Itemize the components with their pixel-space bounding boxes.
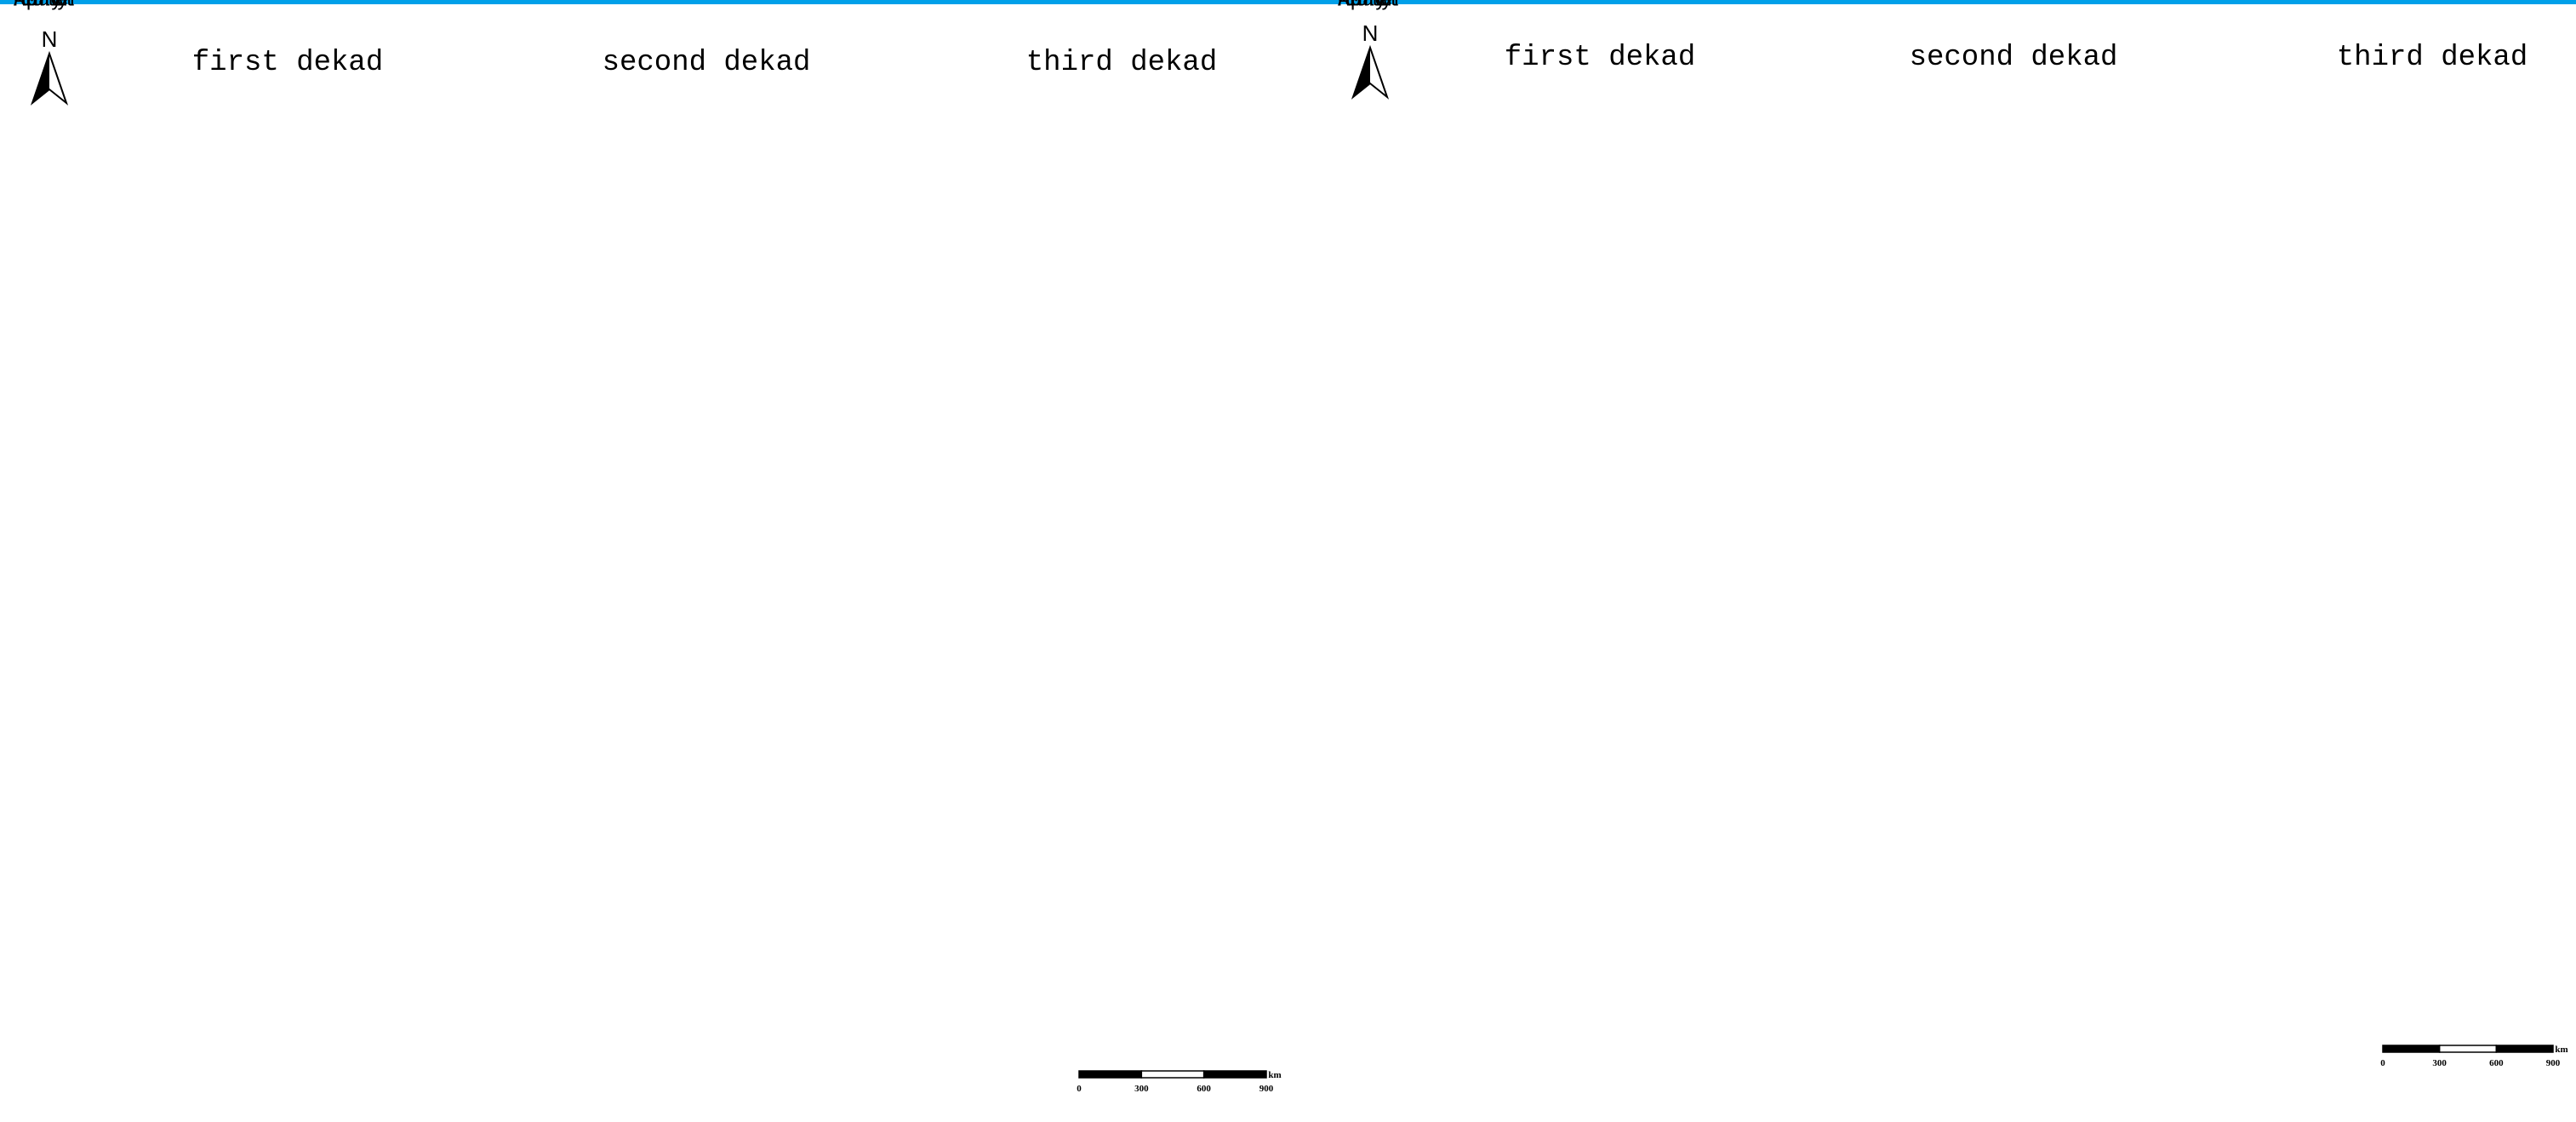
map-base xyxy=(497,0,884,180)
region-map xyxy=(72,0,494,180)
scale-tick: 300 xyxy=(1134,1084,1149,1094)
map-base xyxy=(1813,0,2197,175)
region-map xyxy=(1391,0,1802,175)
map-base xyxy=(497,0,884,180)
scale-tick: 900 xyxy=(1259,1084,1274,1094)
column-header: first dekad xyxy=(192,47,383,79)
region-map xyxy=(2196,0,2576,175)
map-base xyxy=(90,0,477,180)
map-base xyxy=(1813,0,2197,175)
scale-segment xyxy=(2440,1045,2497,1052)
scale-tick: 0 xyxy=(1077,1084,1082,1094)
scale-segment xyxy=(1079,1071,1141,1078)
map-base xyxy=(497,0,884,180)
map-base xyxy=(90,0,477,180)
scale-segment xyxy=(2383,1045,2440,1052)
region-map xyxy=(474,0,911,180)
region-map xyxy=(858,0,1316,180)
scale-tick: 600 xyxy=(1197,1084,1211,1094)
map-base xyxy=(1813,0,2197,175)
region-map xyxy=(1795,0,2211,175)
map-base xyxy=(905,0,1293,180)
map-base xyxy=(2213,0,2576,175)
map-base xyxy=(1406,0,1791,175)
scale-unit: km xyxy=(2555,1045,2567,1055)
region-map xyxy=(63,0,496,180)
region-map xyxy=(2190,0,2576,175)
region-map xyxy=(881,0,1313,180)
north-label: N xyxy=(42,26,58,52)
column-header: third dekad xyxy=(2337,42,2527,74)
region-map xyxy=(467,0,894,180)
page: first dekadsecond dekadthird dekadMarchA… xyxy=(0,0,2576,1122)
map-base xyxy=(1813,0,2197,175)
region-map xyxy=(883,0,1310,180)
scale-tick: 300 xyxy=(2432,1058,2447,1068)
region-map xyxy=(1382,0,1812,175)
region-map xyxy=(2193,0,2576,175)
region-map xyxy=(1783,0,2225,175)
map-base xyxy=(2213,0,2576,175)
map-base xyxy=(905,0,1293,180)
region-map xyxy=(1799,0,2227,175)
map-base xyxy=(90,0,477,180)
region-map xyxy=(67,0,501,180)
map-base xyxy=(905,0,1293,180)
map-base xyxy=(497,0,884,180)
region-map xyxy=(482,0,911,180)
scale-unit: km xyxy=(1268,1070,1281,1080)
region-map xyxy=(1381,0,1822,175)
column-header: second dekad xyxy=(603,47,811,79)
map-base xyxy=(90,0,477,180)
region-map xyxy=(472,0,905,180)
column-header: second dekad xyxy=(1910,42,2118,74)
map-base xyxy=(1406,0,1791,175)
map-base xyxy=(90,0,477,180)
region-map xyxy=(63,0,492,180)
north-label: N xyxy=(1362,20,1379,46)
column-header: third dekad xyxy=(1026,47,1217,79)
column-header: first dekad xyxy=(1505,42,1695,74)
scale-tick: 0 xyxy=(2380,1058,2385,1068)
map-base xyxy=(1406,0,1791,175)
region-map xyxy=(69,0,489,180)
map-base xyxy=(2213,0,2576,175)
scale-segment xyxy=(1141,1071,1203,1078)
scale-tick: 900 xyxy=(2546,1058,2561,1068)
region-map xyxy=(2190,0,2576,175)
region-map xyxy=(882,0,1315,180)
top-rule xyxy=(0,0,2576,4)
map-base xyxy=(905,0,1293,180)
scale-tick: 600 xyxy=(2489,1058,2504,1068)
region-map xyxy=(888,0,1317,180)
map-base xyxy=(1406,0,1791,175)
scale-segment xyxy=(2496,1045,2553,1052)
region-map xyxy=(1379,0,1819,175)
scale-segment xyxy=(1204,1071,1266,1078)
map-base xyxy=(1813,0,2197,175)
map-base xyxy=(905,0,1293,180)
map-base xyxy=(1406,0,1791,175)
region-map xyxy=(2195,0,2576,175)
row-label: July xyxy=(20,0,69,12)
region-map xyxy=(1382,0,1810,175)
region-map xyxy=(1796,0,2221,175)
row-label: July xyxy=(1344,0,1393,12)
region-map xyxy=(475,0,913,180)
map-base xyxy=(2213,0,2576,175)
map-base xyxy=(2213,0,2576,175)
map-base xyxy=(497,0,884,180)
region-map xyxy=(1798,0,2225,175)
